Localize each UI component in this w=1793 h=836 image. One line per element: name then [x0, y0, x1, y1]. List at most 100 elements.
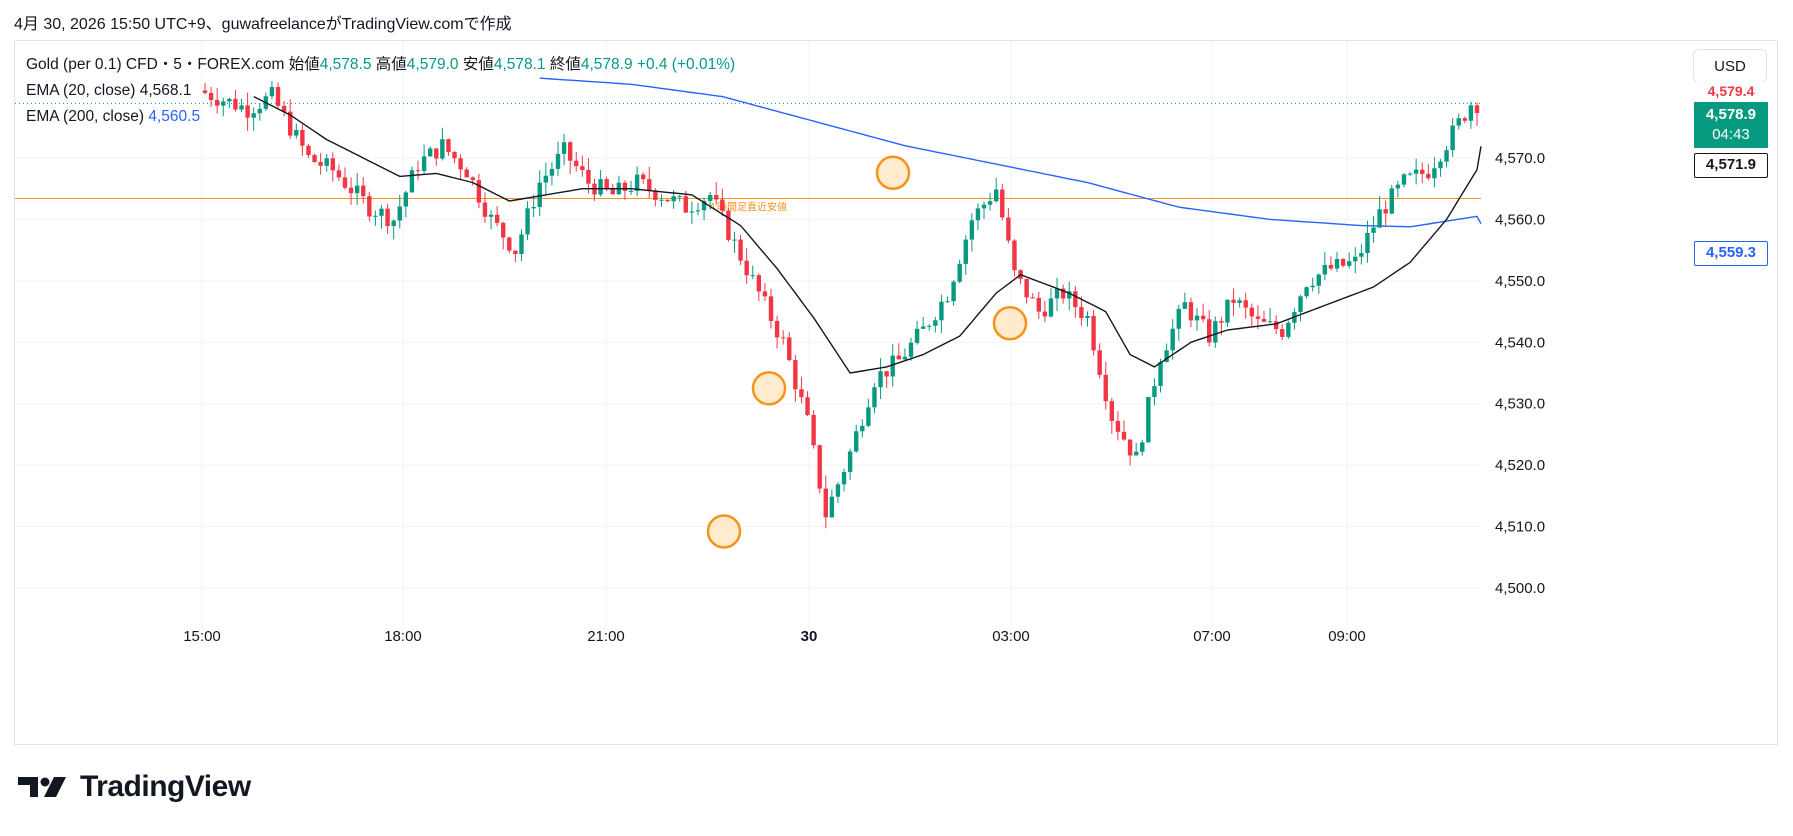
candle-body — [421, 156, 427, 171]
candle-body — [1450, 125, 1455, 151]
candle-body — [817, 445, 822, 489]
candle-body — [641, 174, 646, 180]
candle-body — [884, 371, 889, 377]
candle-body — [1000, 189, 1005, 218]
candle-body — [1474, 105, 1480, 114]
candle-body — [586, 169, 591, 184]
candle-body — [361, 185, 366, 197]
candle-body — [1371, 227, 1376, 233]
candle-body — [391, 220, 396, 227]
candle-body — [774, 320, 780, 338]
candle-body — [415, 170, 421, 172]
candle-body — [525, 208, 530, 235]
candle-body — [1200, 315, 1206, 320]
candle-body — [1097, 350, 1102, 375]
candle-body — [1127, 439, 1133, 456]
ema20-price-tag: 4,571.9 — [1694, 153, 1768, 178]
x-tick-label: 03:00 — [992, 628, 1030, 645]
candle-body — [1079, 307, 1084, 319]
candle-body — [1438, 161, 1443, 169]
candle-body — [275, 87, 281, 106]
candle-body — [1286, 322, 1291, 337]
y-tick-label: 4,540.0 — [1495, 334, 1545, 351]
candles-group — [202, 81, 1480, 529]
marker-circle — [992, 305, 1028, 341]
candle-body — [1304, 287, 1309, 297]
candle-body — [549, 168, 555, 176]
candle-body — [659, 199, 664, 201]
candle-body — [1444, 150, 1449, 162]
candle-body — [738, 239, 743, 261]
high-value: 4,579.0 — [406, 56, 459, 73]
candle-body — [281, 105, 287, 112]
candle-body — [294, 129, 299, 136]
candle-body — [531, 206, 536, 209]
candle-body — [726, 210, 731, 240]
change-value: +0.4 (+0.01%) — [636, 56, 736, 73]
candle-body — [683, 196, 689, 213]
chart-pane[interactable]: ４時間足直近安値 4,500.0 4,510.0 4,520.0 4,530.0 4,5… — [14, 40, 1778, 745]
candle-body — [1219, 321, 1224, 323]
ema20-line — [253, 95, 1482, 374]
symbol-name[interactable]: Gold (per 0.1) CFD・5・FOREX.com — [26, 56, 285, 73]
candle-body — [920, 326, 926, 329]
candle-body — [841, 471, 847, 485]
legend-ema20-row[interactable]: EMA (20, close) 4,568.1 — [26, 78, 735, 104]
candle-body — [695, 210, 701, 212]
candle-body — [762, 291, 768, 297]
candle-body — [440, 139, 445, 159]
ema20-line-group — [253, 95, 1482, 374]
candle-body — [214, 100, 220, 106]
candle-body — [580, 166, 585, 170]
candle-body — [1243, 300, 1248, 308]
candle-body — [1261, 318, 1267, 322]
candle-body — [896, 355, 902, 360]
candle-body — [476, 180, 482, 203]
candle-body — [348, 187, 354, 194]
tradingview-logo[interactable]: TradingView — [18, 770, 251, 804]
candle-body — [854, 431, 859, 452]
candle-body — [744, 260, 749, 276]
candle-body — [306, 145, 311, 155]
candle-body — [574, 160, 579, 167]
candle-body — [354, 185, 360, 194]
ema200-line-group — [539, 77, 1482, 228]
candle-body — [756, 275, 762, 292]
candle-body — [720, 199, 725, 211]
candle-body — [239, 105, 244, 110]
candle-body — [1322, 264, 1328, 275]
ema200-label: EMA (200, close) — [26, 108, 145, 125]
low-label: 安値 — [462, 56, 494, 73]
price-chart[interactable]: ４時間足直近安値 4,500.04,510.04,520.04,530.04,5… — [15, 41, 1778, 745]
candle-body — [1073, 291, 1078, 308]
candle-body — [933, 320, 938, 326]
legend-ema200-row[interactable]: EMA (200, close) 4,560.5 — [26, 104, 735, 130]
legend-ohlc-row: Gold (per 0.1) CFD・5・FOREX.com 始値4,578.5… — [26, 52, 735, 78]
candle-body — [610, 188, 615, 195]
ema20-value: 4,568.1 — [139, 82, 192, 99]
currency-button[interactable]: USD — [1693, 49, 1767, 83]
candle-body — [677, 196, 682, 198]
ema20-label: EMA (20, close) — [26, 82, 136, 99]
candle-body — [1194, 315, 1200, 321]
candle-body — [1146, 396, 1151, 443]
candle-body — [1377, 209, 1382, 228]
y-tick-label: 4,550.0 — [1495, 273, 1545, 290]
candle-body — [1420, 169, 1425, 174]
price-axis[interactable]: 4,500.0 4,510.0 4,520.0 4,530.0 4,540.0 4,550… — [1495, 150, 1545, 597]
candle-body — [1060, 288, 1066, 299]
candle-body — [464, 169, 469, 178]
candle-body — [434, 148, 439, 159]
marker-circle — [875, 155, 911, 190]
tradingview-logo-icon — [18, 777, 66, 797]
candle-body — [653, 190, 658, 200]
open-value: 4,578.5 — [319, 56, 372, 73]
candle-body — [446, 139, 451, 152]
time-axis[interactable]: 15:00 18:00 21:00 30 03:00 07:00 09:00 — [183, 628, 1366, 645]
y-tick-label: 4,530.0 — [1495, 396, 1545, 413]
candle-body — [1054, 288, 1060, 299]
candle-body — [202, 90, 208, 93]
candle-body — [1036, 297, 1041, 312]
candle-body — [1109, 401, 1115, 421]
candle-body — [1140, 442, 1145, 452]
